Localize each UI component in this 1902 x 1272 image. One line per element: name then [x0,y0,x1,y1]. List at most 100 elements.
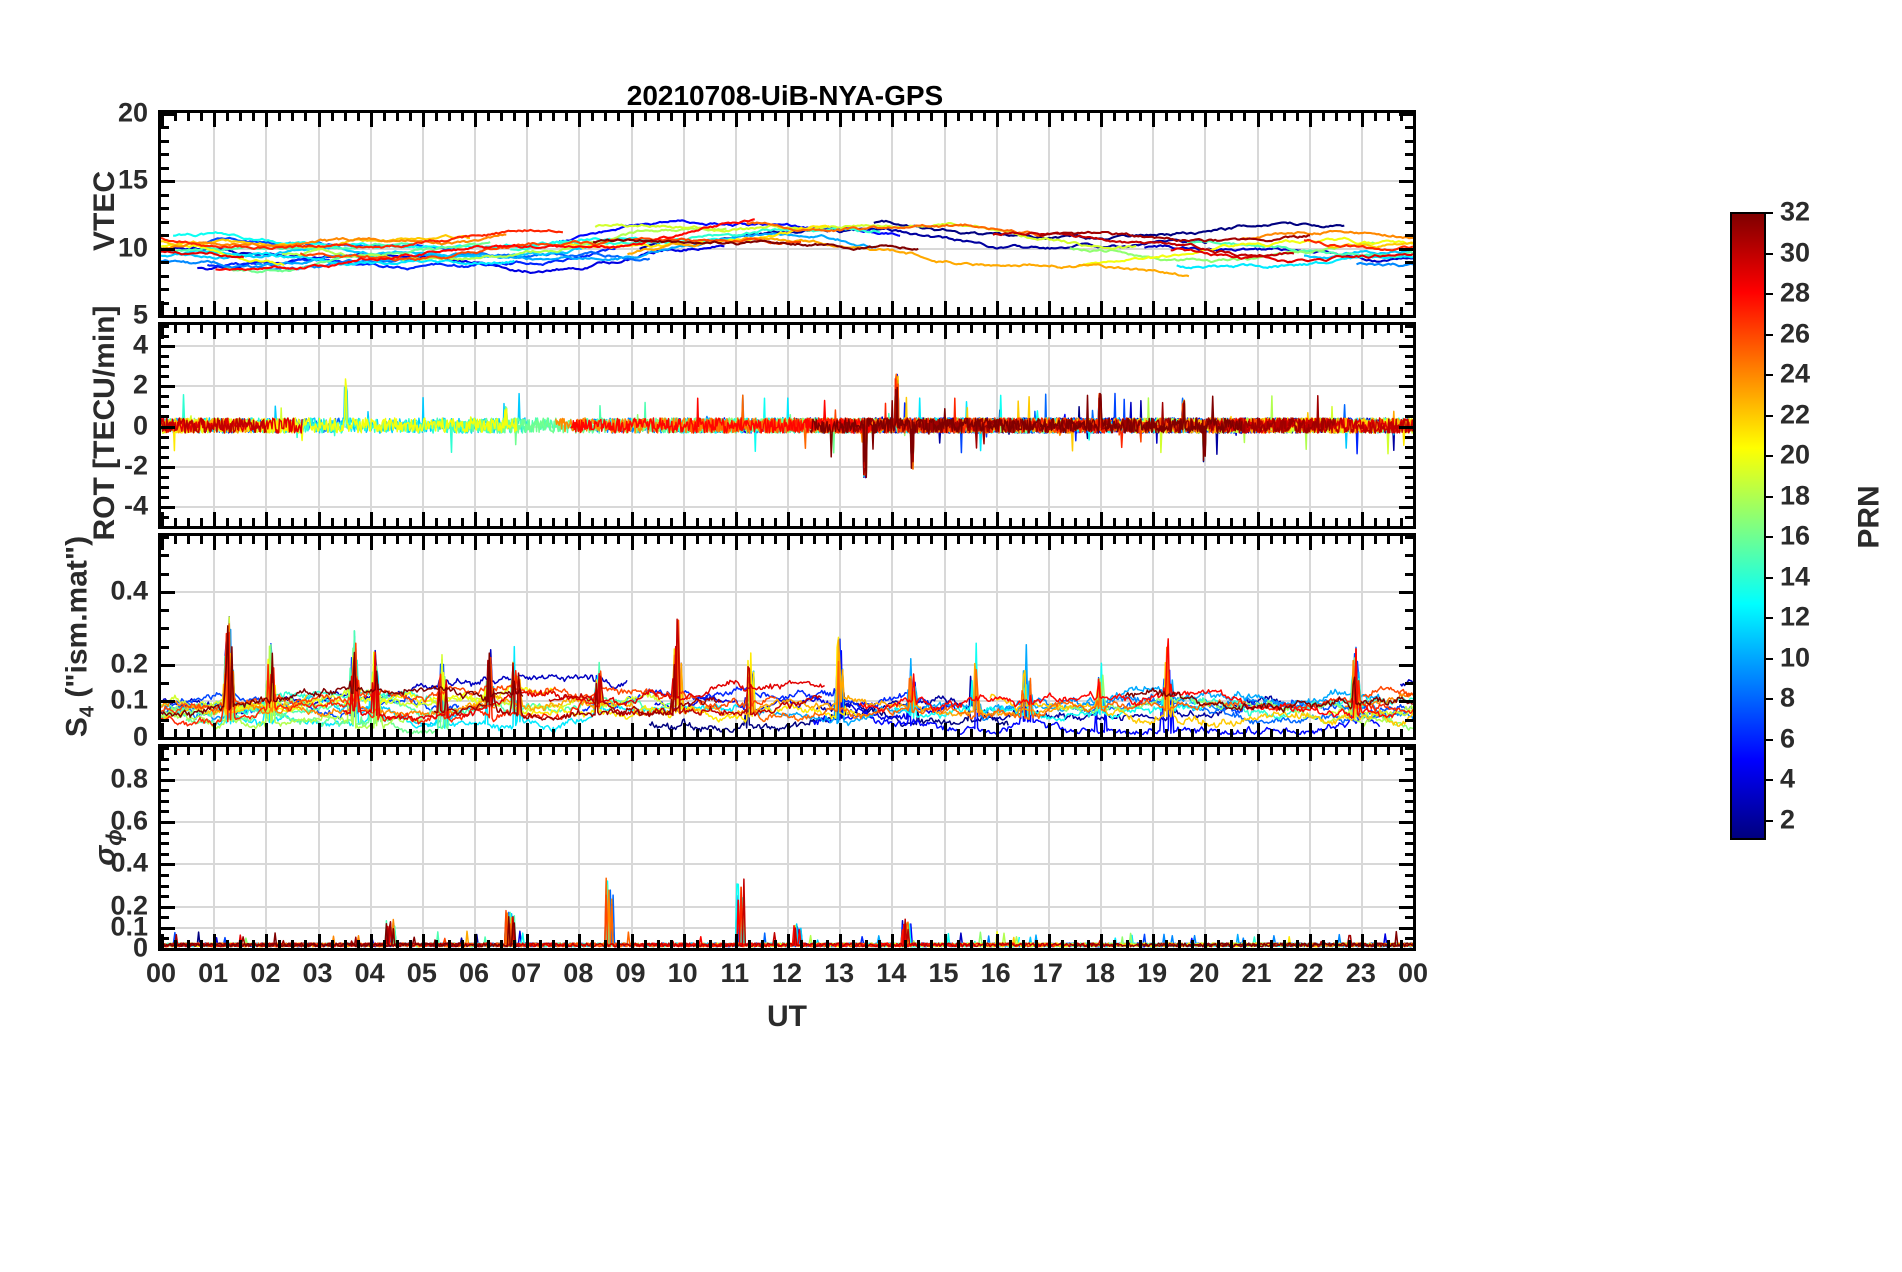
axis-tick-y [1405,937,1413,941]
axis-tick-x [161,325,164,339]
axis-tick-x [878,518,882,526]
axis-tick-x [917,747,921,755]
axis-tick-y [1399,505,1413,509]
axis-tick-x [1021,940,1025,948]
gridline-vertical [578,536,581,737]
gridline-vertical [1152,113,1155,315]
gridline-vertical [1256,536,1259,737]
axis-tick-x [304,307,308,315]
axis-tick-x [395,729,399,737]
trace-prn-1 [873,219,1345,241]
axis-tick-y [161,895,169,899]
axis-tick-x [252,536,256,544]
axis-tick-y [161,609,169,613]
axis-tick-x [1256,113,1260,127]
axis-tick-x [291,518,295,526]
y-axis-label: σϕ [88,829,127,866]
trace-prn-27 [787,378,1140,472]
axis-tick-x [1295,325,1299,333]
axis-tick-x [1100,301,1103,315]
axis-tick-x [1399,113,1403,121]
colorbar-tick-label: 22 [1780,399,1811,430]
gridline-horizontal [161,590,1413,593]
axis-tick-x [982,307,986,315]
axis-tick-x [565,325,569,333]
axis-tick-x [395,325,399,333]
axis-tick-x [1243,307,1247,315]
axis-tick-x [1021,536,1025,544]
axis-tick-y [161,515,169,519]
axis-tick-x [695,940,699,948]
axis-tick-x [813,729,817,737]
axis-tick-x [878,940,882,948]
axis-tick-x [565,729,569,737]
axis-tick-x [1178,325,1182,333]
axis-tick-x [1308,325,1312,339]
axis-tick-x [1073,729,1077,737]
axis-tick-y [1405,335,1413,339]
axis-tick-x [317,747,321,761]
gridline-vertical [1204,536,1207,737]
axis-tick-x [760,536,764,544]
axis-tick-x [317,325,321,339]
axis-tick-x [239,518,243,526]
axis-tick-x [839,325,843,339]
plot-panel-vtec[interactable] [158,110,1416,318]
axis-tick-x [382,729,386,737]
axis-tick-x [904,113,908,121]
axis-tick-x [852,518,856,526]
axis-tick-x [604,536,608,544]
trace-prn-28 [215,218,755,271]
plot-panel-s4[interactable] [158,533,1416,740]
axis-tick-x [617,113,621,121]
axis-tick-x [1126,518,1130,526]
axis-tick-x [1152,747,1156,761]
axis-tick-x [773,940,777,948]
plot-panel-rot[interactable] [158,322,1416,529]
axis-tick-x [200,940,204,948]
axis-tick-y [161,937,169,941]
axis-tick-x [617,307,621,315]
gridline-vertical [995,113,998,315]
axis-tick-x [604,307,608,315]
axis-tick-x [1008,325,1012,333]
axis-tick-x [878,113,882,121]
axis-tick-x [708,747,712,755]
axis-tick-x [682,747,686,761]
gridline-horizontal [161,465,1413,468]
axis-tick-x [330,113,334,121]
axis-tick-x [369,536,373,550]
plot-panel-sigmaphi[interactable] [158,744,1416,951]
axis-tick-x [526,512,530,526]
axis-tick-y [161,166,169,170]
axis-tick-y [161,905,175,909]
axis-tick-x [695,307,699,315]
axis-tick-x [1269,325,1273,333]
y-tick-label: 10 [117,232,148,263]
axis-tick-x [891,747,895,761]
gridline-vertical [369,536,372,737]
axis-tick-x [917,113,921,121]
axis-tick-x [565,307,569,315]
trace-prn-19 [594,221,1137,250]
axis-tick-x [1360,536,1364,550]
axis-tick-x [1047,301,1051,315]
axis-tick-x [982,729,986,737]
axis-tick-x [187,325,191,333]
axis-tick-x [604,518,608,526]
axis-tick-x [1100,723,1103,737]
axis-tick-x [839,113,843,127]
axis-tick-x [604,747,608,755]
axis-tick-x [1256,325,1260,339]
axis-tick-y [1399,113,1413,116]
axis-tick-y [1399,863,1413,867]
colorbar[interactable]: 32 30 28 26 24 22 20 18 16 14 12 10 8 6 4 2 [1730,197,1810,840]
axis-tick-x [1334,536,1338,544]
axis-tick-x [943,113,947,127]
axis-tick-x [447,536,451,544]
axis-tick-x [330,729,334,737]
colorbar-tick [1766,414,1773,417]
axis-tick-x [995,747,999,761]
axis-tick-x [447,325,451,333]
axis-tick-x [395,113,399,121]
